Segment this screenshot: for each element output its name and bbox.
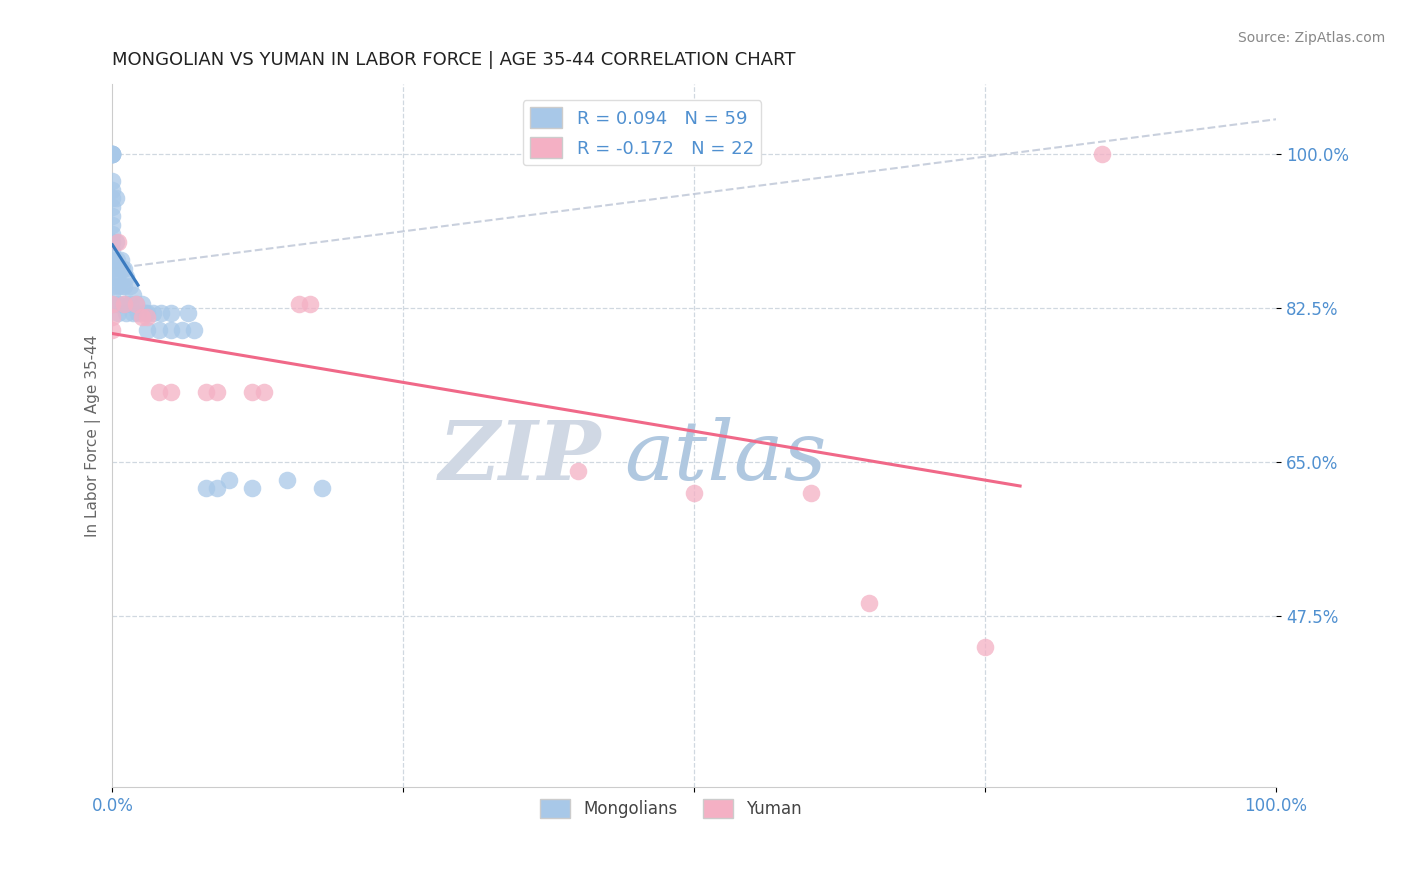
Point: [101, 209, 124, 223]
Point: [115, 305, 138, 319]
Point: [134, 305, 156, 319]
Point: [101, 310, 124, 324]
Point: [101, 261, 124, 276]
Point: [159, 323, 181, 337]
Point: [800, 485, 823, 500]
Point: [567, 464, 589, 478]
Point: [122, 305, 145, 319]
Point: [107, 235, 129, 250]
Point: [172, 323, 194, 337]
Point: [194, 482, 217, 496]
Point: [159, 305, 181, 319]
Point: [101, 323, 124, 337]
Text: atlas: atlas: [624, 417, 827, 497]
Point: [136, 323, 159, 337]
Point: [101, 297, 124, 311]
Point: [107, 279, 129, 293]
Point: [131, 310, 153, 324]
Point: [101, 147, 124, 161]
Point: [276, 473, 298, 487]
Point: [858, 596, 880, 610]
Point: [101, 147, 124, 161]
Point: [101, 200, 124, 214]
Point: [111, 279, 134, 293]
Point: [101, 288, 124, 302]
Point: [101, 218, 124, 232]
Point: [101, 191, 124, 205]
Y-axis label: In Labor Force | Age 35-44: In Labor Force | Age 35-44: [86, 334, 101, 537]
Point: [101, 147, 124, 161]
Point: [136, 305, 159, 319]
Point: [112, 297, 135, 311]
Point: [287, 297, 309, 311]
Point: [101, 270, 124, 285]
Point: [101, 147, 124, 161]
Point: [205, 384, 228, 399]
Point: [194, 384, 217, 399]
Point: [150, 305, 173, 319]
Point: [683, 485, 706, 500]
Point: [148, 323, 170, 337]
Text: ZIP: ZIP: [439, 417, 602, 497]
Point: [104, 235, 127, 250]
Point: [101, 252, 124, 267]
Point: [105, 252, 128, 267]
Point: [183, 323, 205, 337]
Point: [148, 384, 170, 399]
Point: [1090, 147, 1112, 161]
Point: [125, 297, 148, 311]
Point: [253, 384, 276, 399]
Point: [240, 384, 263, 399]
Point: [112, 279, 135, 293]
Point: [110, 252, 132, 267]
Point: [101, 279, 124, 293]
Point: [299, 297, 322, 311]
Point: [177, 305, 200, 319]
Point: [218, 473, 240, 487]
Text: MONGOLIAN VS YUMAN IN LABOR FORCE | AGE 35-44 CORRELATION CHART: MONGOLIAN VS YUMAN IN LABOR FORCE | AGE …: [112, 51, 796, 69]
Point: [118, 297, 141, 311]
Point: [131, 297, 153, 311]
Point: [101, 244, 124, 258]
Point: [122, 288, 145, 302]
Point: [101, 297, 124, 311]
Point: [159, 384, 181, 399]
Point: [974, 640, 997, 654]
Point: [127, 305, 149, 319]
Point: [115, 270, 138, 285]
Point: [104, 191, 127, 205]
Point: [101, 183, 124, 197]
Point: [107, 297, 129, 311]
Point: [125, 297, 148, 311]
Point: [107, 305, 129, 319]
Point: [101, 227, 124, 241]
Point: [105, 270, 128, 285]
Point: [101, 147, 124, 161]
Legend: Mongolians, Yuman: Mongolians, Yuman: [533, 792, 808, 824]
Text: Source: ZipAtlas.com: Source: ZipAtlas.com: [1237, 31, 1385, 45]
Point: [101, 174, 124, 188]
Point: [112, 297, 135, 311]
Point: [111, 261, 134, 276]
Point: [142, 305, 165, 319]
Point: [101, 235, 124, 250]
Point: [205, 482, 228, 496]
Point: [311, 482, 333, 496]
Point: [118, 279, 141, 293]
Point: [112, 261, 135, 276]
Point: [240, 482, 263, 496]
Point: [136, 310, 159, 324]
